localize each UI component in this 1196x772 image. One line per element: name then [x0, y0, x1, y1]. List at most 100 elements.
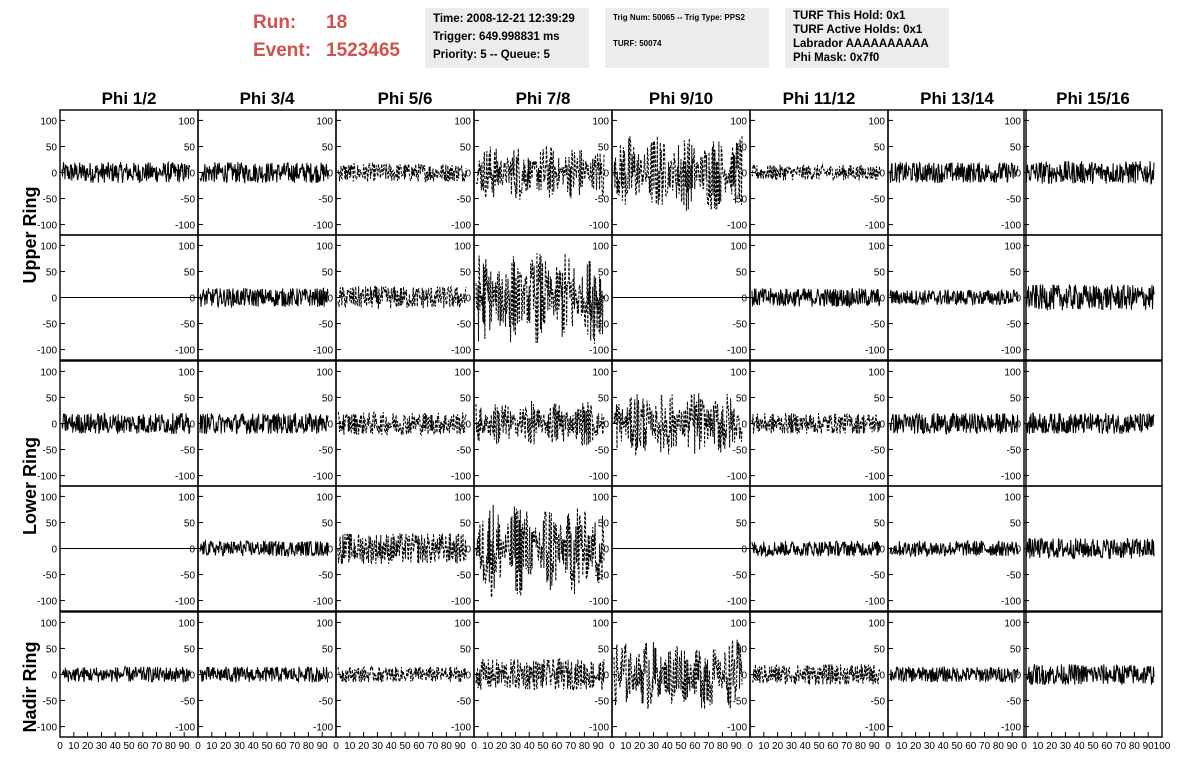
y-tick-label: 100 [178, 492, 195, 503]
y-tick-label: 50 [1010, 393, 1022, 404]
y-tick-label: 50 [598, 644, 610, 655]
x-tick-label: 70 [979, 741, 991, 752]
waveform-trace [1025, 161, 1155, 186]
y-tick-label: -100 [175, 723, 195, 734]
y-tick-label: -100 [175, 346, 195, 357]
y-tick-label: 0 [51, 169, 57, 180]
y-tick-label: 100 [730, 241, 747, 252]
y-tick-label: 0 [327, 545, 333, 556]
y-tick-label: 0 [603, 294, 609, 305]
waveform-trace [613, 134, 743, 212]
waveform-trace [1025, 412, 1155, 435]
x-tick-label: 0 [747, 741, 753, 752]
y-tick-label: 0 [1015, 420, 1021, 431]
waveform-trace [613, 639, 743, 710]
x-tick-label: 60 [1101, 741, 1113, 752]
y-tick-label: 100 [316, 492, 333, 503]
y-tick-label: 0 [327, 420, 333, 431]
y-tick-label: 50 [184, 393, 196, 404]
column-title: Phi 13/14 [920, 89, 994, 108]
y-tick-label: 0 [603, 420, 609, 431]
column-title: Phi 7/8 [516, 89, 571, 108]
y-tick-label: 50 [322, 518, 334, 529]
waveform-trace [751, 288, 881, 309]
y-tick-label: -100 [1001, 597, 1021, 608]
x-tick-label: 60 [965, 741, 977, 752]
y-tick-label: -50 [181, 697, 196, 708]
y-tick-label: 0 [1015, 294, 1021, 305]
y-tick-label: -100 [865, 597, 885, 608]
y-tick-label: 100 [868, 367, 885, 378]
waveform-trace [337, 162, 467, 184]
column-title: Phi 3/4 [240, 89, 295, 108]
y-tick-label: 50 [874, 267, 886, 278]
y-tick-label: -50 [457, 446, 472, 457]
waveform-trace [751, 162, 881, 182]
y-tick-label: 100 [178, 241, 195, 252]
y-tick-label: 100 [316, 116, 333, 127]
x-tick-label: 90 [317, 741, 329, 752]
x-tick-label: 70 [1115, 741, 1127, 752]
y-tick-label: -100 [37, 472, 57, 483]
x-tick-label: 70 [565, 741, 577, 752]
y-tick-label: -50 [457, 697, 472, 708]
y-tick-label: 50 [874, 393, 886, 404]
y-tick-label: 0 [879, 420, 885, 431]
y-tick-label: -50 [1007, 446, 1022, 457]
y-tick-label: 100 [730, 492, 747, 503]
waveform-trace [613, 393, 743, 456]
y-tick-label: 50 [322, 142, 334, 153]
y-tick-label: 100 [1004, 367, 1021, 378]
y-tick-label: -50 [1007, 571, 1022, 582]
y-tick-label: 50 [598, 393, 610, 404]
x-tick-label: 90 [869, 741, 881, 752]
waveform-trace [1025, 536, 1155, 560]
trig-num-text: Trig Num: 50065 -- Trig Type: PPS2 [613, 13, 745, 22]
y-tick-label: 0 [603, 545, 609, 556]
y-tick-label: 0 [1015, 545, 1021, 556]
x-tick-label: 10 [1032, 741, 1044, 752]
y-tick-label: 0 [327, 169, 333, 180]
y-tick-label: -100 [589, 597, 609, 608]
x-tick-label: 20 [358, 741, 370, 752]
x-tick-label: 40 [938, 741, 950, 752]
waveform-trace [751, 412, 881, 435]
y-tick-label: -50 [319, 697, 334, 708]
y-tick-label: -50 [871, 195, 886, 206]
waveform-trace [889, 288, 1019, 306]
y-tick-label: 50 [736, 393, 748, 404]
y-tick-label: 0 [465, 545, 471, 556]
waveform-trace [199, 665, 329, 684]
waveform-trace [751, 662, 881, 687]
y-tick-label: -50 [457, 320, 472, 331]
y-tick-label: 0 [879, 294, 885, 305]
x-tick-label: 70 [841, 741, 853, 752]
x-tick-label: 40 [386, 741, 398, 752]
x-tick-label: 70 [427, 741, 439, 752]
y-tick-label: 100 [454, 367, 471, 378]
waveform-trace [475, 145, 605, 200]
y-tick-label: 0 [1015, 169, 1021, 180]
column-title: Phi 11/12 [783, 89, 856, 108]
y-tick-label: 0 [465, 420, 471, 431]
event-label: Event: [253, 40, 312, 61]
y-tick-label: 50 [1010, 142, 1022, 153]
y-tick-label: 50 [736, 142, 748, 153]
y-tick-label: 100 [178, 367, 195, 378]
y-tick-label: 100 [178, 618, 195, 629]
x-tick-label: 50 [951, 741, 963, 752]
labrador-text: Labrador AAAAAAAAAA [793, 38, 929, 50]
x-tick-label: 30 [924, 741, 936, 752]
y-tick-label: 50 [184, 142, 196, 153]
y-tick-label: 100 [40, 367, 57, 378]
y-tick-label: 50 [46, 644, 58, 655]
y-tick-label: 50 [874, 518, 886, 529]
x-tick-label: 90 [593, 741, 605, 752]
x-tick-label: 30 [648, 741, 660, 752]
trigger-text: Trigger: 649.998831 ms [433, 31, 560, 43]
y-tick-label: 0 [189, 294, 195, 305]
y-tick-label: 50 [874, 142, 886, 153]
y-tick-label: -50 [871, 446, 886, 457]
y-tick-label: 100 [730, 367, 747, 378]
y-tick-label: -50 [733, 446, 748, 457]
